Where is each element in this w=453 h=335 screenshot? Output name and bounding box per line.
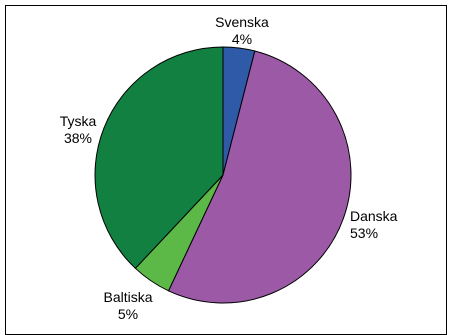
pie-slice-danska xyxy=(167,50,352,304)
slice-value-tyska: 38% xyxy=(64,130,92,146)
slice-label-tyska: Tyska xyxy=(60,113,97,129)
pie-slice-tyska xyxy=(94,46,224,270)
slice-value-svenska: 4% xyxy=(232,31,252,47)
slice-value-danska: 53% xyxy=(350,225,378,241)
slice-label-svenska: Svenska xyxy=(215,14,269,30)
pie-slices xyxy=(94,46,352,304)
slice-label-danska: Danska xyxy=(350,208,398,224)
slice-value-baltiska: 5% xyxy=(118,306,138,321)
slice-label-baltiska: Baltiska xyxy=(103,289,152,305)
